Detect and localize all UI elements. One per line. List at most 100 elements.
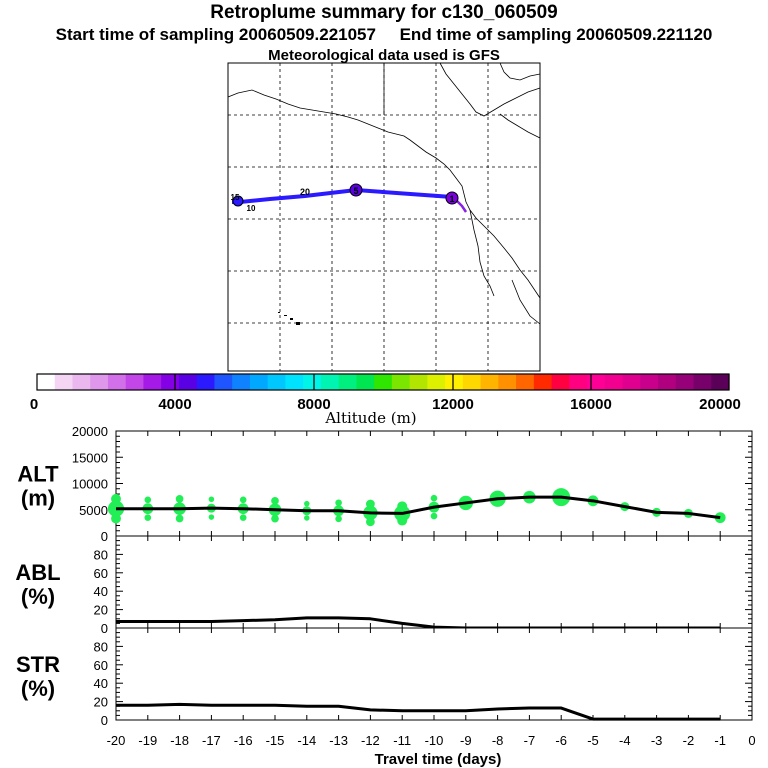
series-line-alt [116, 495, 721, 520]
x-tick-label: -17 [202, 733, 221, 748]
x-tick-label: -11 [393, 733, 411, 748]
colorbar-tick-8000: 8000 [297, 396, 330, 413]
y-tick-label: 15000 [72, 450, 108, 465]
x-tick-label: -10 [425, 733, 444, 748]
altitude-distribution-dot [144, 514, 152, 521]
x-tick-label: -20 [107, 733, 126, 748]
marker-label-10: 10 [247, 204, 256, 213]
colorbar-tick-12000: 12000 [432, 396, 474, 413]
colorbar-swatch [214, 374, 233, 390]
panel-ylabel-name: ALT [17, 462, 59, 487]
marker-day-15 [232, 195, 244, 207]
altitude-distribution-dot [430, 494, 438, 502]
colorbar-swatch [675, 374, 695, 390]
colorbar-tick-20000: 20000 [699, 396, 741, 413]
altitude-distribution-dot [304, 515, 310, 521]
colorbar-swatch [551, 374, 570, 390]
colorbar-swatch [285, 374, 304, 390]
sampling-times: Start time of sampling 20060509.221057 E… [0, 25, 768, 45]
colorbar-swatch [125, 374, 145, 390]
x-tick-label: -18 [170, 733, 189, 748]
altitude-distribution-dot [430, 512, 438, 520]
colorbar-swatch [391, 374, 411, 390]
x-tick-label: -16 [234, 733, 253, 748]
marker-day-1 [445, 191, 459, 205]
marker-label-20: 20 [300, 187, 310, 197]
colorbar-swatch [516, 374, 535, 390]
colorbar-swatch [480, 374, 499, 390]
colorbar-swatch [143, 374, 162, 390]
panel-ylabel-unit: (%) [21, 676, 55, 701]
panel-ylabel-name: STR [16, 652, 60, 677]
altitude-distribution-dot [239, 514, 247, 521]
x-tick-label: -12 [361, 733, 380, 748]
colorbar-swatch [161, 374, 180, 390]
altitude-distribution-dot [304, 500, 310, 507]
altitude-distribution-dot [271, 514, 279, 523]
x-tick-label: -5 [587, 733, 599, 748]
colorbar-swatch [711, 374, 730, 390]
colorbar-tick-16000: 16000 [570, 396, 612, 413]
altitude-distribution-dot [208, 514, 215, 520]
x-tick-label: -3 [651, 733, 663, 748]
altitude-colorbar [36, 373, 730, 391]
x-tick-label: -6 [555, 733, 567, 748]
y-tick-label: 40 [94, 676, 108, 691]
panel-ylabel-name: ABL [15, 560, 60, 585]
colorbar-swatch [498, 374, 517, 390]
panel-frame [115, 535, 753, 629]
xaxis-title: Travel time (days) [375, 751, 502, 768]
colorbar-swatch [54, 374, 74, 390]
colorbar-swatch [338, 374, 357, 390]
colorbar-tick-4000: 4000 [158, 396, 191, 413]
trajectory-map: 1 5 20 10 15 [227, 62, 541, 372]
altitude-distribution-dot [208, 496, 215, 502]
altitude-distribution-dot [397, 515, 408, 526]
panel-frame [115, 430, 753, 537]
y-tick-label: 5000 [79, 503, 108, 518]
altitude-distribution-dot [335, 499, 342, 507]
colorbar-swatch [232, 374, 251, 390]
x-tick-label: -7 [524, 733, 536, 748]
trajectory-markers: 1 5 20 10 15 [231, 183, 459, 213]
panel-str: 0 20 40 60 80 STR(%) [16, 627, 753, 728]
colorbar-swatch [249, 374, 269, 390]
colorbar-swatch [72, 374, 91, 390]
panel-ylabel-unit: (%) [21, 584, 55, 609]
colorbar-swatch [533, 374, 553, 390]
colorbar-swatch [604, 374, 624, 390]
altitude-distribution-dot [239, 496, 247, 504]
colorbar-swatch [462, 374, 482, 390]
y-tick-label: 0 [101, 529, 108, 544]
altitude-distribution-dot [111, 513, 121, 524]
panel-alt: 0 5000 10000 15000 20000 ALT(m) [17, 424, 753, 544]
marker-label-15: 15 [231, 193, 240, 202]
colorbar-title: Altitude (m) [324, 409, 416, 427]
x-tick-label: -2 [683, 733, 695, 748]
colorbar-swatch [640, 374, 659, 390]
x-tick-label: -4 [619, 733, 631, 748]
marker-label-5: 5 [353, 186, 358, 196]
panel-abl: 0 20 40 60 80 ABL(%) [15, 535, 753, 636]
series-line-str [116, 702, 721, 721]
start-time-label: Start time of sampling 20060509.221057 [55, 25, 376, 44]
y-tick-label: 80 [94, 639, 108, 654]
altitude-distribution-dot [175, 495, 184, 503]
marker-label-1: 1 [449, 194, 454, 204]
colorbar-swatch [90, 374, 109, 390]
x-tick-label: -13 [329, 733, 348, 748]
coastlines [227, 62, 541, 325]
panel-ylabel-unit: (m) [21, 486, 55, 511]
x-tick-label: -9 [460, 733, 472, 748]
colorbar-frame [36, 373, 730, 391]
x-tick-label: -1 [714, 733, 726, 748]
y-tick-label: 60 [94, 658, 108, 673]
colorbar-swatch [374, 374, 393, 390]
colorbar-swatch [622, 374, 641, 390]
colorbar-swatch [320, 374, 340, 390]
altitude-distribution-dot [271, 496, 279, 505]
marker-day-5 [349, 183, 363, 197]
y-tick-label: 60 [94, 566, 108, 581]
x-tick-label: 0 [748, 733, 755, 748]
